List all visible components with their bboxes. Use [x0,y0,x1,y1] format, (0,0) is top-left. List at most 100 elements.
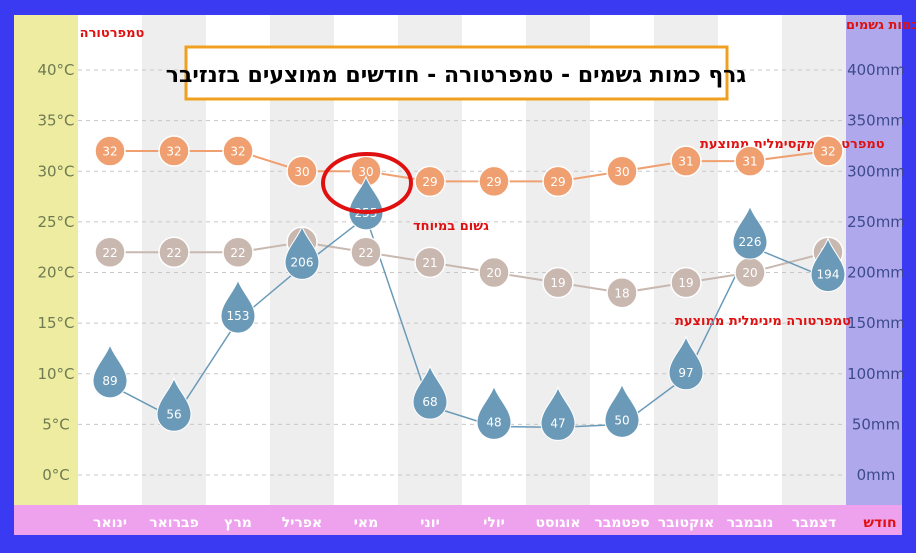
left-tick-label: 5°C [42,415,70,433]
svg-text:32: 32 [102,145,117,159]
svg-text:32: 32 [820,145,835,159]
svg-text:20: 20 [486,266,501,280]
right-tick-label: 150mm [847,314,905,332]
left-axis-band [14,15,78,505]
temperature-point: 31 [670,145,702,177]
temperature-point: 21 [414,246,446,279]
rain-drop-point: 48 [476,384,512,440]
month-label: דצמבר [792,515,836,531]
right-tick-label: 50mm [852,415,900,433]
temperature-point: 22 [158,236,190,268]
svg-text:22: 22 [102,246,117,260]
rain-drop-point: 194 [810,236,846,293]
temperature-point: 22 [94,236,126,268]
svg-text:68: 68 [422,395,437,409]
left-tick-label: 15°C [37,314,74,332]
month-label: יוני [420,515,439,531]
rain-drop-point: 89 [92,343,128,399]
svg-text:48: 48 [486,415,501,429]
temperature-point: 29 [414,165,446,198]
rain-drop-point: 153 [220,278,256,334]
svg-text:31: 31 [742,155,757,169]
svg-text:20: 20 [742,266,757,280]
temperature-point: 29 [478,165,510,198]
right-tick-label: 250mm [847,213,905,231]
temperature-point: 32 [222,135,254,167]
temperature-point: 31 [734,145,766,177]
rain-drop-point: 50 [604,382,640,438]
month-label: אוגוסט [535,515,580,531]
left-tick-label: 40°C [37,61,74,79]
svg-text:21: 21 [422,256,437,270]
svg-text:89: 89 [102,374,117,388]
month-label: אוקטובר [658,515,715,531]
month-label: יולי [483,515,505,531]
svg-text:29: 29 [550,175,565,189]
month-label: פברואר [149,515,199,531]
left-tick-label: 35°C [37,112,74,130]
left-tick-label: 0°C [42,466,70,484]
svg-text:47: 47 [550,416,565,430]
right-tick-label: 0mm [857,466,896,484]
right-tick-label: 350mm [847,112,905,130]
highlight-circle [321,152,413,214]
svg-text:97: 97 [678,366,693,380]
svg-text:194: 194 [817,268,840,282]
chart-title: גרף כמות גשמים - טמפרטורה - חודשים ממוצע… [166,63,747,88]
svg-text:19: 19 [550,276,565,290]
x-axis-label: חודש [863,515,896,531]
svg-text:30: 30 [614,165,629,179]
svg-text:22: 22 [230,246,245,260]
rain-drop-point: 68 [412,364,448,420]
svg-text:29: 29 [486,175,501,189]
right-axis-band [846,15,902,505]
right-tick-label: 400mm [847,61,905,79]
temperature-point: 22 [350,236,382,268]
rain-drop-point: 56 [156,376,192,432]
svg-text:30: 30 [294,165,309,179]
temperature-point: 18 [606,277,638,309]
svg-text:19: 19 [678,276,693,290]
right-axis-label: כמות גשמים [846,18,916,33]
left-tick-label: 20°C [37,264,74,282]
annotation-rainy-label: גשום במיוחד [413,219,489,234]
month-label: מאי [354,515,378,531]
series-label-min-temp: טמפרטורה מינימלית ממוצעת [675,314,851,329]
svg-text:22: 22 [166,246,181,260]
right-tick-label: 100mm [847,365,905,383]
svg-text:32: 32 [230,145,245,159]
svg-text:29: 29 [422,175,437,189]
series-label-max-temp: טמפרטורה מקסימלית ממוצעת [700,137,885,152]
rain-drop-point: 97 [668,335,704,391]
temperature-point: 20 [478,256,510,289]
temperature-point: 19 [670,266,702,299]
month-label: נובמבר [727,515,774,531]
month-band [14,505,902,535]
temperature-point: 30 [286,155,318,187]
svg-text:30: 30 [358,165,373,179]
temperature-point: 22 [222,236,254,268]
svg-text:56: 56 [166,407,181,421]
svg-text:153: 153 [227,309,250,323]
month-label: אפריל [282,515,322,531]
left-axis-label: טמפרטורה [80,26,145,41]
svg-text:22: 22 [358,246,373,260]
left-tick-label: 25°C [37,213,74,231]
svg-text:50: 50 [614,413,629,427]
svg-text:226: 226 [739,235,762,249]
month-label: מרץ [224,515,252,531]
temperature-point: 30 [606,155,638,187]
temperature-point: 32 [812,135,844,167]
svg-text:18: 18 [614,286,629,300]
right-tick-label: 300mm [847,162,905,180]
temperature-point: 32 [158,135,190,167]
month-label: ינואר [93,515,127,531]
svg-text:31: 31 [678,155,693,169]
month-label: ספטמבר [594,515,649,531]
chart-title-box: גרף כמות גשמים - טמפרטורה - חודשים ממוצע… [166,45,747,101]
svg-text:32: 32 [166,145,181,159]
temperature-point: 29 [542,165,574,198]
rain-drop-point: 47 [540,385,576,441]
